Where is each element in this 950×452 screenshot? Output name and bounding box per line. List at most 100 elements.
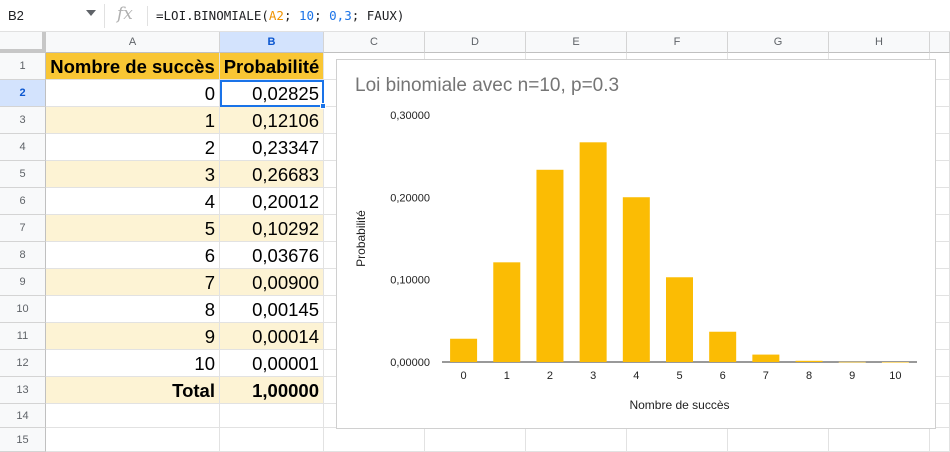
column-header-c[interactable]: C: [324, 32, 425, 53]
y-tick-label: 0,00000: [390, 357, 430, 369]
cell-b1-header[interactable]: Probabilité: [220, 53, 324, 80]
bar-0: [450, 338, 478, 362]
cell-successes[interactable]: 5: [46, 215, 220, 242]
column-header-d[interactable]: D: [425, 32, 526, 53]
y-tick-label: 0,30000: [390, 110, 430, 122]
empty-cell[interactable]: [425, 428, 526, 452]
column-header-h[interactable]: H: [829, 32, 930, 53]
cell-successes[interactable]: 6: [46, 242, 220, 269]
x-tick-label: 1: [504, 370, 510, 382]
formula-ref-a2: A2: [268, 8, 284, 23]
row-header-8[interactable]: 8: [0, 242, 46, 269]
row-header-12[interactable]: 12: [0, 350, 46, 377]
formula-input[interactable]: =LOI.BINOMIALE(A2; 10; 0,3; FAUX): [156, 8, 404, 23]
bar-6: [709, 331, 737, 362]
x-tick-label: 9: [849, 370, 855, 382]
row-header-10[interactable]: 10: [0, 296, 46, 323]
formula-arg-cumul: FAUX: [366, 8, 397, 23]
active-cell-border: [220, 80, 324, 107]
empty-cell[interactable]: [324, 428, 425, 452]
formula-sep: ;: [314, 8, 330, 23]
row-header-6[interactable]: 6: [0, 188, 46, 215]
bar-1: [493, 262, 521, 362]
bar-8: [795, 360, 823, 362]
x-tick-label: 10: [889, 370, 901, 382]
cell-probability[interactable]: 0,00900: [220, 269, 324, 296]
column-header-a[interactable]: A: [46, 32, 220, 53]
empty-cell[interactable]: [220, 404, 324, 428]
x-axis-title: Nombre de succès: [629, 398, 729, 412]
formula-divider: [147, 6, 148, 26]
cell-probability[interactable]: 0,23347: [220, 134, 324, 161]
chart-container[interactable]: 0,00000 0,10000 0,20000 0,30000 0 1 2 3 4 5 6 7 8 9 10…: [336, 59, 936, 429]
empty-cell[interactable]: [728, 428, 829, 452]
cell-successes[interactable]: 10: [46, 350, 220, 377]
row-header-4[interactable]: 4: [0, 134, 46, 161]
row-header-7[interactable]: 7: [0, 215, 46, 242]
empty-cell[interactable]: [526, 428, 627, 452]
row-header-13[interactable]: 13: [0, 377, 46, 404]
bar-7: [752, 354, 780, 362]
row-header-11[interactable]: 11: [0, 323, 46, 350]
x-tick-label: 0: [461, 370, 467, 382]
fill-handle[interactable]: [320, 103, 326, 109]
row-header-5[interactable]: 5: [0, 161, 46, 188]
bar-9: [838, 361, 866, 363]
empty-cell[interactable]: [627, 428, 728, 452]
column-header-extra[interactable]: [930, 32, 950, 53]
cell-successes[interactable]: 0: [46, 80, 220, 107]
column-header-g[interactable]: G: [728, 32, 829, 53]
cell-total-label[interactable]: Total: [46, 377, 220, 404]
row-header-2[interactable]: 2: [0, 80, 46, 107]
empty-cell[interactable]: [46, 404, 220, 428]
cell-successes[interactable]: 2: [46, 134, 220, 161]
cell-successes[interactable]: 3: [46, 161, 220, 188]
row-header-1[interactable]: 1: [0, 53, 46, 80]
bar-3: [579, 142, 607, 362]
cell-probability[interactable]: 0,20012: [220, 188, 324, 215]
cell-total-value[interactable]: 1,00000: [220, 377, 324, 404]
cell-probability[interactable]: 0,26683: [220, 161, 324, 188]
cell-probability[interactable]: 0,00001: [220, 350, 324, 377]
empty-cell[interactable]: [829, 428, 930, 452]
cell-successes[interactable]: 1: [46, 107, 220, 134]
chart-svg: 0,00000 0,10000 0,20000 0,30000 0 1 2 3 4 5 6 7 8 9 10…: [354, 110, 917, 412]
empty-cell[interactable]: [930, 428, 950, 452]
column-header-e[interactable]: E: [526, 32, 627, 53]
cell-probability[interactable]: 0,03676: [220, 242, 324, 269]
bar-2: [536, 169, 564, 362]
cell-successes[interactable]: 9: [46, 323, 220, 350]
y-tick-label: 0,10000: [390, 275, 430, 287]
cell-probability[interactable]: 0,12106: [220, 107, 324, 134]
row-header-15[interactable]: 15: [0, 428, 46, 452]
row-header-14[interactable]: 14: [0, 404, 46, 428]
bar-10: [881, 361, 909, 363]
cell-probability[interactable]: 0,00014: [220, 323, 324, 350]
bar-5: [666, 277, 693, 362]
cell-probability[interactable]: 0,10292: [220, 215, 324, 242]
column-header-b[interactable]: B: [220, 32, 324, 53]
x-tick-label: 2: [547, 370, 553, 382]
cell-probability[interactable]: 0,00145: [220, 296, 324, 323]
empty-cell[interactable]: [46, 428, 220, 452]
select-all-corner[interactable]: [0, 32, 46, 53]
empty-cell[interactable]: [220, 428, 324, 452]
x-tick-label: 3: [590, 370, 596, 382]
row-header-3[interactable]: 3: [0, 107, 46, 134]
formula-prefix: =LOI.BINOMIALE(: [156, 8, 269, 23]
chevron-down-icon[interactable]: [86, 10, 96, 16]
cell-successes[interactable]: 7: [46, 269, 220, 296]
x-tick-label: 8: [806, 370, 812, 382]
chart-title: Loi binomiale avec n=10, p=0.3: [355, 75, 620, 96]
cell-successes[interactable]: 4: [46, 188, 220, 215]
name-box[interactable]: B2: [0, 4, 105, 28]
formula-bar: B2 fx =LOI.BINOMIALE(A2; 10; 0,3; FAUX): [0, 0, 950, 32]
cell-a1-header[interactable]: Nombre de succès: [46, 53, 220, 80]
x-tick-label: 6: [720, 370, 726, 382]
bar-4: [622, 197, 650, 362]
x-tick-label: 5: [676, 370, 682, 382]
row-header-9[interactable]: 9: [0, 269, 46, 296]
x-tick-label: 7: [763, 370, 769, 382]
cell-successes[interactable]: 8: [46, 296, 220, 323]
column-header-f[interactable]: F: [627, 32, 728, 53]
